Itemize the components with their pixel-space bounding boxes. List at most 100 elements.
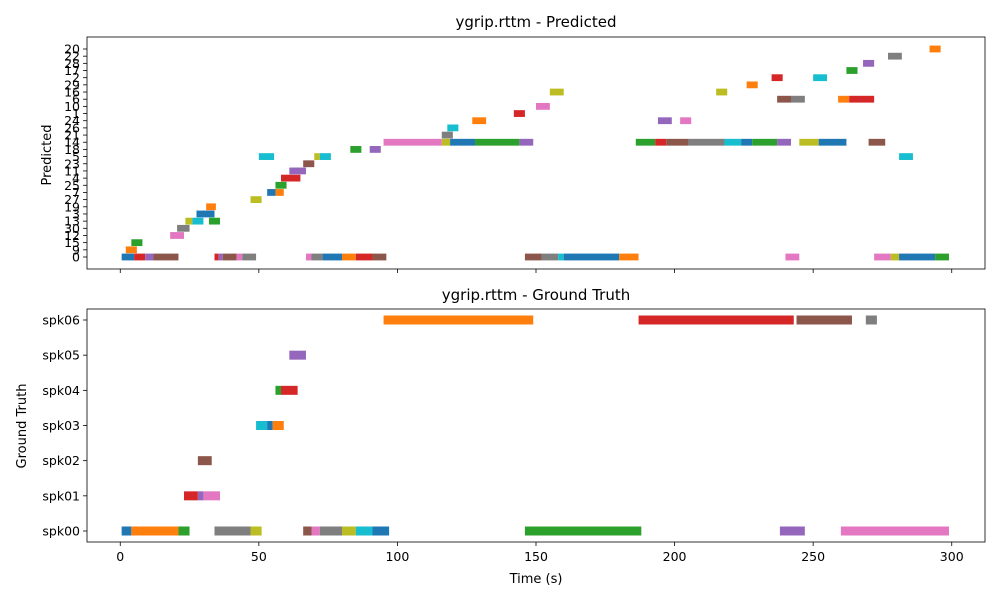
- predicted-segment-10: [536, 102, 550, 110]
- predicted-y-tick-label: 2: [72, 70, 80, 85]
- predicted-y-tick-label: 25: [64, 178, 80, 193]
- predicted-segment-27: [250, 196, 262, 204]
- predicted-segment-13: [192, 217, 204, 225]
- predicted-segment-5: [314, 153, 320, 160]
- predicted-segment-6: [838, 95, 850, 103]
- predicted-segment-0: [558, 253, 564, 261]
- predicted-segment-14: [450, 138, 476, 146]
- ground-truth-segment-spk03: [267, 421, 273, 430]
- predicted-y-tick-label: 13: [64, 214, 80, 229]
- ground-truth-segment-spk04: [281, 385, 298, 395]
- predicted-y-tick-label: 27: [64, 192, 80, 207]
- predicted-y-tick-label: 6: [72, 92, 80, 107]
- predicted-y-tick-label: 26: [64, 120, 80, 135]
- predicted-segment-0: [145, 253, 154, 261]
- ground-truth-segment-spk05: [289, 350, 306, 360]
- predicted-segment-0: [890, 253, 900, 261]
- predicted-segment-14: [666, 138, 689, 146]
- predicted-y-tick-label: 21: [64, 128, 80, 143]
- predicted-segment-22: [887, 52, 902, 60]
- ground-truth-segment-spk00: [341, 526, 356, 536]
- ground-truth-y-axis-label: Ground Truth: [15, 384, 30, 469]
- predicted-segment-0: [372, 253, 387, 261]
- predicted-segment-11: [289, 167, 306, 175]
- ground-truth-x-tick-label: 250: [801, 549, 825, 564]
- predicted-y-tick-label: 3: [72, 206, 80, 221]
- ground-truth-x-tick-label: 200: [663, 549, 687, 564]
- predicted-segment-16: [549, 88, 564, 96]
- ground-truth-plot-frame: [86, 308, 986, 543]
- predicted-segment-0: [242, 253, 257, 261]
- ground-truth-segment-spk06: [383, 315, 534, 325]
- predicted-plot-frame: [86, 36, 986, 270]
- predicted-segment-0: [563, 253, 620, 261]
- ground-truth-segment-spk00: [319, 526, 342, 536]
- ground-truth-segment-spk04: [275, 385, 282, 395]
- predicted-y-tick-label: 11: [64, 163, 80, 178]
- predicted-segment-0: [236, 253, 243, 261]
- predicted-segments: [121, 45, 949, 261]
- predicted-segment-5: [899, 153, 913, 160]
- ground-truth-segment-spk00: [372, 526, 390, 536]
- predicted-segment-14: [868, 138, 886, 146]
- predicted-segment-2: [813, 74, 828, 82]
- ground-truth-y-tick-label: spk03: [42, 418, 80, 433]
- ground-truth-chart-title: ygrip.rttm - Ground Truth: [442, 286, 630, 304]
- ground-truth-x-tick-label: 50: [251, 549, 267, 564]
- predicted-segment-24: [472, 117, 487, 125]
- predicted-segment-14: [475, 138, 520, 146]
- ground-truth-chart: ygrip.rttm - Ground Truth Ground Truth T…: [15, 286, 986, 587]
- ground-truth-segment-spk03: [272, 421, 284, 430]
- predicted-segment-14: [777, 138, 791, 146]
- predicted-segment-30: [177, 224, 190, 232]
- predicted-y-axis-label: Predicted: [40, 124, 55, 185]
- ground-truth-segment-spk00: [131, 526, 179, 536]
- predicted-segment-19: [206, 203, 216, 211]
- predicted-segment-12: [170, 232, 185, 239]
- predicted-y-tick-label: 10: [64, 99, 80, 114]
- predicted-segment-0: [153, 253, 179, 261]
- ground-truth-segment-spk00: [355, 526, 373, 536]
- predicted-segment-6: [849, 95, 875, 103]
- ground-truth-segment-spk03: [256, 421, 268, 430]
- predicted-segment-13: [185, 217, 193, 225]
- predicted-y-tick-label: 24: [64, 113, 80, 128]
- predicted-y-tick-label: 5: [72, 149, 80, 164]
- ground-truth-y-tick-label: spk06: [42, 313, 80, 328]
- predicted-segment-7: [267, 189, 276, 196]
- predicted-segment-14: [741, 138, 753, 146]
- predicted-segment-0: [619, 253, 639, 261]
- ground-truth-segment-spk00: [303, 526, 312, 536]
- predicted-y-tick-label: 29: [64, 77, 80, 92]
- predicted-segment-21: [441, 131, 453, 139]
- predicted-segment-0: [322, 253, 342, 261]
- predicted-y-tick-label: 7: [72, 185, 80, 200]
- predicted-y-tick-label: 16: [64, 85, 80, 100]
- ground-truth-y-tick-label: spk02: [42, 453, 80, 468]
- predicted-segment-28: [863, 59, 875, 67]
- predicted-segment-0: [355, 253, 373, 261]
- predicted-segment-6: [777, 95, 791, 103]
- x-axis-label: Time (s): [509, 572, 563, 587]
- predicted-y-ticks: 0915123013319277254112351814212624110616…: [64, 42, 87, 265]
- predicted-segment-26: [447, 124, 459, 132]
- predicted-segment-23: [303, 160, 315, 168]
- ground-truth-x-ticks: 0 50 100 150 200 250 300: [116, 542, 964, 564]
- ground-truth-x-tick-label: 100: [385, 549, 409, 564]
- predicted-segment-16: [716, 88, 728, 96]
- predicted-chart-title: ygrip.rttm - Predicted: [456, 13, 617, 31]
- ground-truth-x-tick-label: 150: [524, 549, 548, 564]
- predicted-segment-29: [746, 81, 758, 89]
- predicted-segment-14: [655, 138, 667, 146]
- predicted-segment-0: [134, 253, 146, 261]
- predicted-segment-14: [519, 138, 534, 146]
- ground-truth-segment-spk02: [197, 456, 212, 466]
- predicted-y-tick-label: 15: [64, 235, 80, 250]
- predicted-segment-13: [208, 217, 221, 225]
- ground-truth-segment-spk00: [311, 526, 320, 536]
- predicted-segment-18: [369, 146, 381, 153]
- predicted-segment-0: [874, 253, 891, 261]
- predicted-y-tick-label: 17: [64, 63, 80, 78]
- ground-truth-segment-spk00: [250, 526, 262, 536]
